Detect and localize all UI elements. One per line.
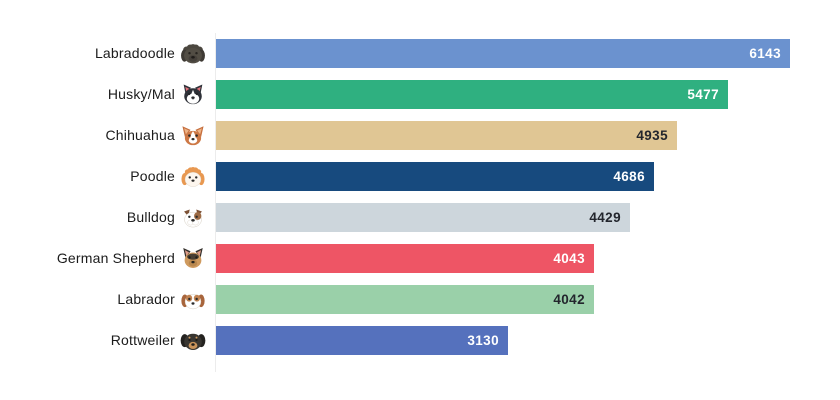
bar-value-label: 4429 xyxy=(589,210,621,225)
bar: 4686 xyxy=(216,162,654,191)
chart-row: Labrador 4042 xyxy=(0,285,840,314)
chihuahua-dog-icon xyxy=(179,122,207,149)
bar-value-label: 4935 xyxy=(636,128,668,143)
category-label: Poodle xyxy=(130,168,175,184)
bar: 4429 xyxy=(216,203,630,232)
bar-value-label: 5477 xyxy=(687,87,719,102)
bar-value-label: 4043 xyxy=(553,251,585,266)
bar: 4043 xyxy=(216,244,594,273)
labradoodle-dog-icon xyxy=(179,40,207,67)
bar: 4935 xyxy=(216,121,677,150)
poodle-dog-icon xyxy=(179,163,207,190)
bar: 3130 xyxy=(216,326,508,355)
chart-row: Husky/Mal 5477 xyxy=(0,80,840,109)
chart-row: Labradoodle 6143 xyxy=(0,39,840,68)
bar: 6143 xyxy=(216,39,790,68)
chart-row: Rottweiler 3130 xyxy=(0,326,840,355)
bar-value-label: 4042 xyxy=(553,292,585,307)
german-shepherd-dog-icon xyxy=(179,245,207,272)
chart-row: German Shepherd 4043 xyxy=(0,244,840,273)
bulldog-dog-icon xyxy=(179,204,207,231)
chart-row: Chihuahua 4935 xyxy=(0,121,840,150)
bar-value-label: 3130 xyxy=(467,333,499,348)
bar: 4042 xyxy=(216,285,594,314)
category-label: German Shepherd xyxy=(56,250,175,266)
bar-value-label: 6143 xyxy=(749,46,781,61)
category-label: Labradoodle xyxy=(94,45,175,61)
labrador-dog-icon xyxy=(179,286,207,313)
category-label: Bulldog xyxy=(126,209,175,225)
category-label: Chihuahua xyxy=(105,127,175,143)
chart-row: Poodle 4686 xyxy=(0,162,840,191)
category-label: Labrador xyxy=(117,291,175,307)
category-label: Rottweiler xyxy=(110,332,175,348)
rottweiler-dog-icon xyxy=(179,327,207,354)
bar-value-label: 4686 xyxy=(613,169,645,184)
chart-row: Bulldog 4429 xyxy=(0,203,840,232)
bar: 5477 xyxy=(216,80,728,109)
y-axis-line xyxy=(215,33,216,372)
husky-dog-icon xyxy=(179,81,207,108)
category-label: Husky/Mal xyxy=(107,86,175,102)
